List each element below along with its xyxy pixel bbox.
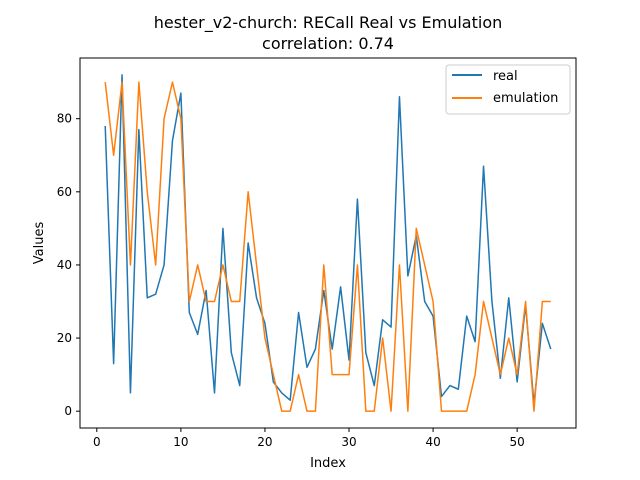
y-tick-label: 40 bbox=[57, 258, 72, 272]
x-tick-label: 40 bbox=[425, 435, 440, 449]
chart-title: hester_v2-church: RECall Real vs Emulati… bbox=[154, 13, 503, 33]
series-line-real bbox=[104, 74, 552, 405]
plot-lines bbox=[104, 74, 552, 412]
x-tick-label: 20 bbox=[257, 435, 272, 449]
legend: real emulation bbox=[445, 64, 571, 115]
x-tick-label: 0 bbox=[93, 435, 101, 449]
plot-frame bbox=[79, 57, 577, 429]
chart-subtitle: correlation: 0.74 bbox=[262, 34, 394, 53]
legend-box bbox=[445, 64, 571, 115]
legend-label-emulation: emulation bbox=[493, 91, 558, 106]
y-tick-label: 60 bbox=[57, 185, 72, 199]
y-axis-ticks: 0 20 40 60 80 bbox=[57, 112, 80, 418]
x-axis-label: Index bbox=[310, 456, 346, 471]
y-tick-label: 80 bbox=[57, 112, 72, 126]
x-tick-label: 10 bbox=[173, 435, 188, 449]
x-tick-label: 30 bbox=[341, 435, 356, 449]
x-axis-ticks: 0 10 20 30 40 50 bbox=[93, 428, 525, 449]
y-tick-label: 0 bbox=[64, 404, 72, 418]
y-axis-label: Values bbox=[32, 222, 47, 265]
x-tick-label: 50 bbox=[510, 435, 525, 449]
series-line-emulation bbox=[104, 81, 551, 412]
legend-label-real: real bbox=[493, 69, 518, 84]
y-tick-label: 20 bbox=[57, 331, 72, 345]
